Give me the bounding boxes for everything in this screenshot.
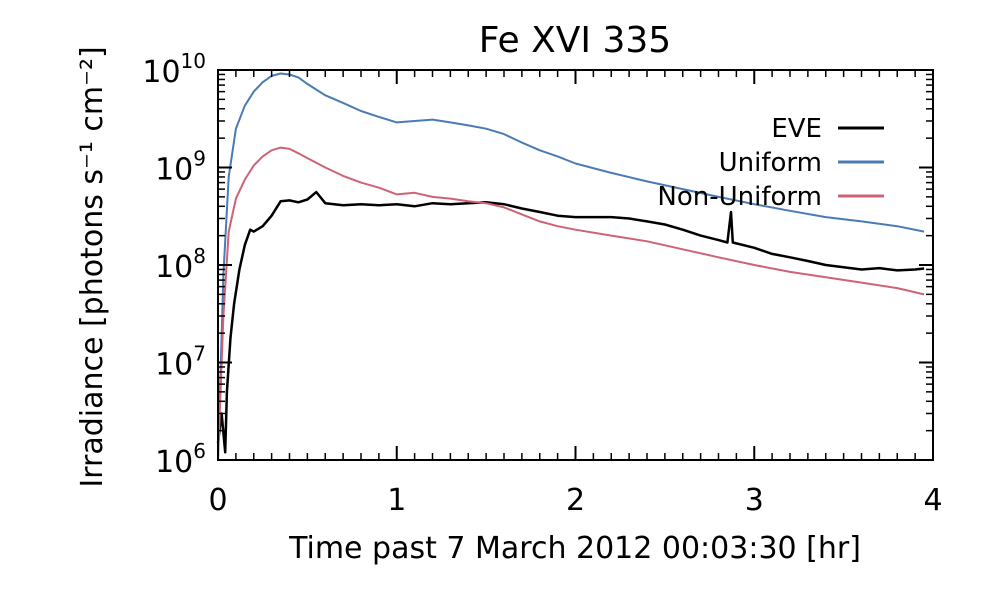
y-axis-label: Irradiance [photons s⁻¹ cm⁻²] [75, 46, 110, 487]
x-axis-label: Time past 7 March 2012 00:03:30 [hr] [288, 531, 861, 566]
x-tick-label: 3 [745, 483, 764, 518]
x-tick-label: 0 [208, 483, 227, 518]
x-tick-label: 4 [923, 483, 942, 518]
plot-area [216, 72, 925, 461]
x-tick-label: 1 [387, 483, 406, 518]
legend-label: Non-Uniform [657, 182, 822, 212]
y-tick-label: 107 [155, 342, 206, 383]
chart-title: Fe XVI 335 [479, 20, 671, 61]
y-tick-label: 1010 [142, 49, 206, 90]
axes: 0 1 2 3 4 106 107 108 109 1010 [142, 49, 942, 518]
series-line-eve [216, 190, 925, 454]
y-tick-label: 109 [155, 147, 206, 188]
series-line-non-uniform [217, 146, 925, 461]
x-tick-label: 2 [566, 483, 585, 518]
legend-label: EVE [771, 114, 822, 144]
legend: EVE Uniform Non-Uniform [657, 114, 884, 212]
series-line-uniform [217, 72, 925, 461]
y-tick-label: 106 [155, 439, 206, 480]
legend-label: Uniform [719, 148, 822, 178]
y-tick-label: 108 [155, 244, 206, 285]
